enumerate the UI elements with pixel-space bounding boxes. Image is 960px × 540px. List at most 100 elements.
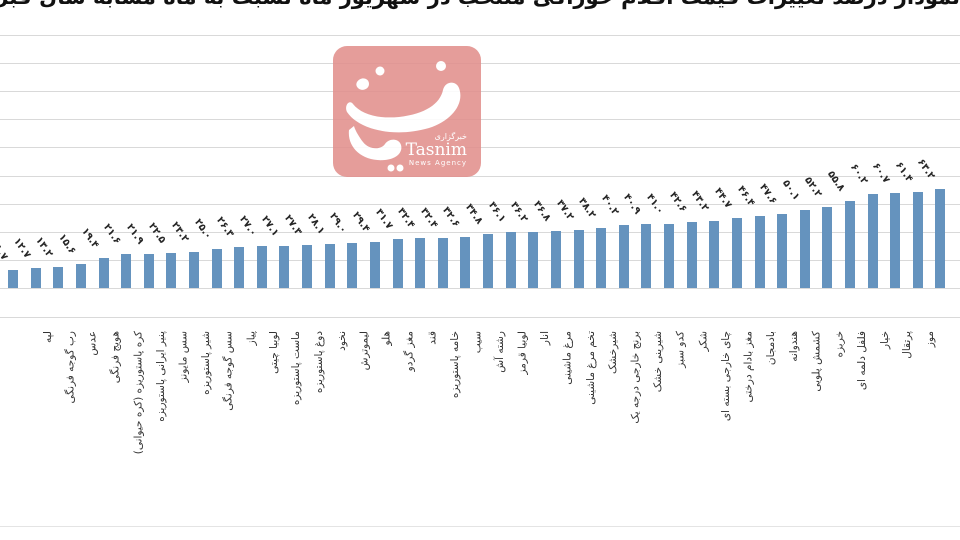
category-label: ماست پاستوریزه <box>290 331 303 406</box>
category-label: لوبیا چیتی <box>267 331 280 374</box>
category-label: سس مایونز <box>177 331 190 383</box>
bar <box>347 242 358 288</box>
bar <box>8 269 18 288</box>
bar <box>279 245 290 288</box>
category-label: هندوانه <box>788 331 801 362</box>
bar-value-label: ۲۷.۱ <box>259 213 282 239</box>
bar-value-label: ۵۰.۱ <box>779 177 802 203</box>
bar-value-label: ۲۷.۰ <box>236 213 259 239</box>
category-label: دوغ پاستوریزه <box>313 331 326 394</box>
bar <box>686 221 697 288</box>
bar-value-label: ۴۳.۲ <box>689 188 711 214</box>
gridline <box>0 34 960 36</box>
bar <box>935 189 946 288</box>
bar <box>121 254 132 288</box>
category-label: لیموترش <box>358 331 371 371</box>
bar <box>844 201 855 288</box>
bar-value-label: ۱۱.۷ <box>0 237 10 263</box>
bar <box>912 192 923 288</box>
bar <box>75 263 86 288</box>
bar-value-label: ۱۲.۷ <box>10 236 33 261</box>
bar-value-label: ۳۸.۲ <box>576 196 598 221</box>
category-label: پرتقال <box>901 331 914 359</box>
category-label: کره پاستوریزه (کره حیوانی) <box>132 331 145 455</box>
bar <box>799 209 810 288</box>
tasnim-logo: خبرگزاری Tasnim News Agency <box>333 46 481 177</box>
bar-value-label: ۳۲.۴ <box>417 205 440 230</box>
category-label: مغز بادام درختی <box>742 331 755 403</box>
category-label: رشته آش <box>494 331 506 373</box>
category-label: پنیر ایرانی پاستوریزه <box>154 331 167 422</box>
category-label: چای خارجی بسته ای <box>720 331 733 422</box>
category-label: کدو سبز <box>675 331 687 368</box>
bar <box>256 245 267 288</box>
bar <box>98 257 109 288</box>
bar <box>822 206 833 288</box>
category-label: بادمجان <box>765 331 778 366</box>
bar-value-label: ۳۶.۸ <box>530 198 553 224</box>
bar-value-label: ۶۰.۲ <box>847 162 870 187</box>
bar <box>415 237 426 288</box>
gridline <box>0 288 960 290</box>
bar-value-label: ۱۵.۶ <box>55 231 78 257</box>
bar-value-label: ۲۶.۳ <box>214 215 236 240</box>
gridline <box>0 260 960 262</box>
bar <box>709 220 720 288</box>
bar-value-label: ۱۳.۲ <box>33 235 55 260</box>
tasnim-text-en: Tasnim <box>405 139 467 160</box>
tasnim-calligraphy-icon <box>346 61 461 172</box>
bar <box>234 247 245 288</box>
category-label: تخم مرغ ماشینی <box>584 331 597 405</box>
bar <box>460 237 471 288</box>
gridline <box>0 203 960 205</box>
category-label: شیرخشک <box>607 331 620 375</box>
bar <box>731 218 742 288</box>
bar <box>483 233 493 288</box>
bar-value-label: ۳۲.۶ <box>440 205 463 230</box>
bar <box>596 228 607 288</box>
bar <box>573 230 584 288</box>
gridline <box>0 232 960 233</box>
bar <box>53 267 64 288</box>
bar <box>505 231 516 288</box>
category-label: برنج خارجی درجه یک <box>629 331 642 424</box>
category-label: هویج فرنگی <box>109 331 122 384</box>
category-label: انار <box>539 331 552 346</box>
category-label: عدس <box>86 331 99 356</box>
bar-value-label: ۲۱.۶ <box>101 222 123 247</box>
bar <box>166 252 177 288</box>
bar <box>302 245 313 288</box>
category-label: خیار <box>878 331 891 349</box>
bar <box>550 230 561 288</box>
bar-value-label: ۲۹.۴ <box>349 210 372 235</box>
bar-value-label: ۲۱.۹ <box>123 221 146 247</box>
bar <box>754 215 765 288</box>
bar-value-label: ۴۷.۶ <box>757 181 779 207</box>
category-label: رب گوجه فرنگی <box>64 331 77 404</box>
bar-value-label: ۳۲.۴ <box>395 205 417 230</box>
category-label: قند <box>426 331 439 345</box>
bar <box>30 268 41 288</box>
category-label: کشمش پلویی <box>810 331 823 392</box>
category-label: شیر پاستوریزه <box>200 331 212 395</box>
bar <box>664 224 674 288</box>
category-label: مغز گردو <box>403 331 416 372</box>
tasnim-text-fa: خبرگزاری <box>434 132 467 142</box>
category-label: فلفل دلمه ای <box>855 331 868 391</box>
bottom-border-line <box>0 526 960 527</box>
category-label: سس گوجه فرنگی <box>222 331 235 411</box>
category-label: خربزه <box>833 331 846 358</box>
category-label: شکر <box>697 331 710 352</box>
bar-value-label: ۱۹.۴ <box>78 225 101 251</box>
bar <box>777 213 788 288</box>
bar <box>437 237 448 288</box>
gridline <box>0 175 960 177</box>
category-label: موز <box>923 331 936 348</box>
category-label: مرغ ماشینی <box>561 331 574 385</box>
category-label: خامه پاستوریزه <box>448 331 461 399</box>
bar-value-label: ۲۲.۵ <box>146 220 168 246</box>
chart-title-clipped: نمودار درصد تغییرات قیمت اقلام خوراکی من… <box>0 0 960 9</box>
tasnim-text-agency: News Agency <box>408 158 467 167</box>
bar <box>324 244 335 288</box>
